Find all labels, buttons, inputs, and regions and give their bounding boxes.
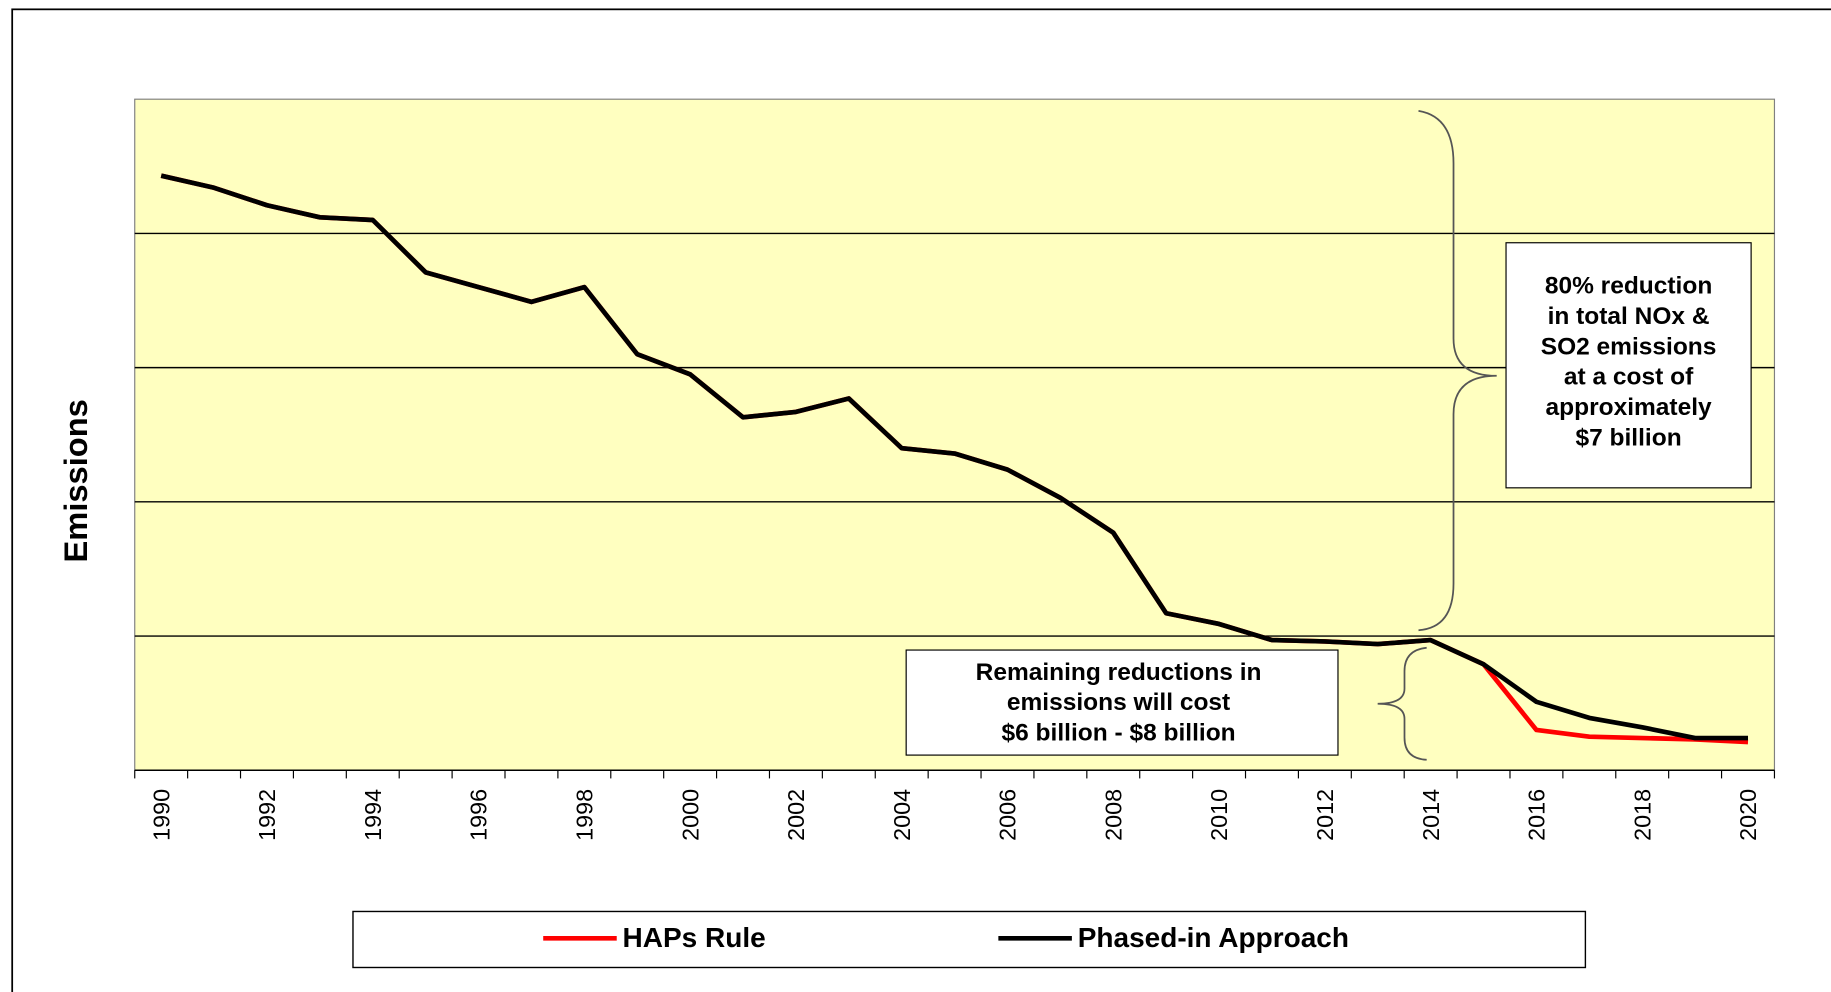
x-tick-label: 2018 [1629,789,1655,841]
brace [1418,110,1497,632]
x-tick-label: 1996 [466,789,492,841]
annotation-box [905,649,1339,756]
brace [1377,646,1427,761]
x-tick-label: 1994 [360,789,386,841]
x-tick-label: 2014 [1418,789,1444,841]
x-tick-label: 1992 [254,789,280,841]
annotation-text: at a cost of [1564,364,1694,391]
annotation-text: in total NOx & [1548,303,1710,330]
x-tick-label: 2008 [1100,789,1126,841]
y-axis-label: Emissions [57,399,94,562]
x-tick-label: 2012 [1312,789,1338,841]
annotation-box [1505,242,1752,489]
annotation-text: emissions will cost [1007,689,1230,716]
legend [352,910,1587,969]
annotation-text: $7 billion [1575,424,1681,451]
x-tick-label: 1990 [148,789,174,841]
annotation-text: $6 billion - $8 billion [1001,720,1235,747]
annotation-text: Remaining reductions in [976,659,1262,686]
legend-label: Phased-in Approach [1078,922,1349,953]
x-tick-label: 2016 [1524,789,1550,841]
x-tick-label: 2002 [783,789,809,841]
legend-label: HAPs Rule [623,922,766,953]
x-tick-label: 2010 [1206,789,1232,841]
x-tick-label: 2000 [677,789,703,841]
annotation-text: 80% reduction [1545,273,1712,300]
x-tick-label: 1998 [572,789,598,841]
x-tick-label: 2006 [995,789,1021,841]
x-tick-label: 2004 [889,789,915,841]
line-series [160,173,1749,741]
annotation-text: SO2 emissions [1541,333,1717,360]
x-tick-label: 2020 [1735,789,1761,841]
annotation-text: approximately [1546,394,1712,421]
